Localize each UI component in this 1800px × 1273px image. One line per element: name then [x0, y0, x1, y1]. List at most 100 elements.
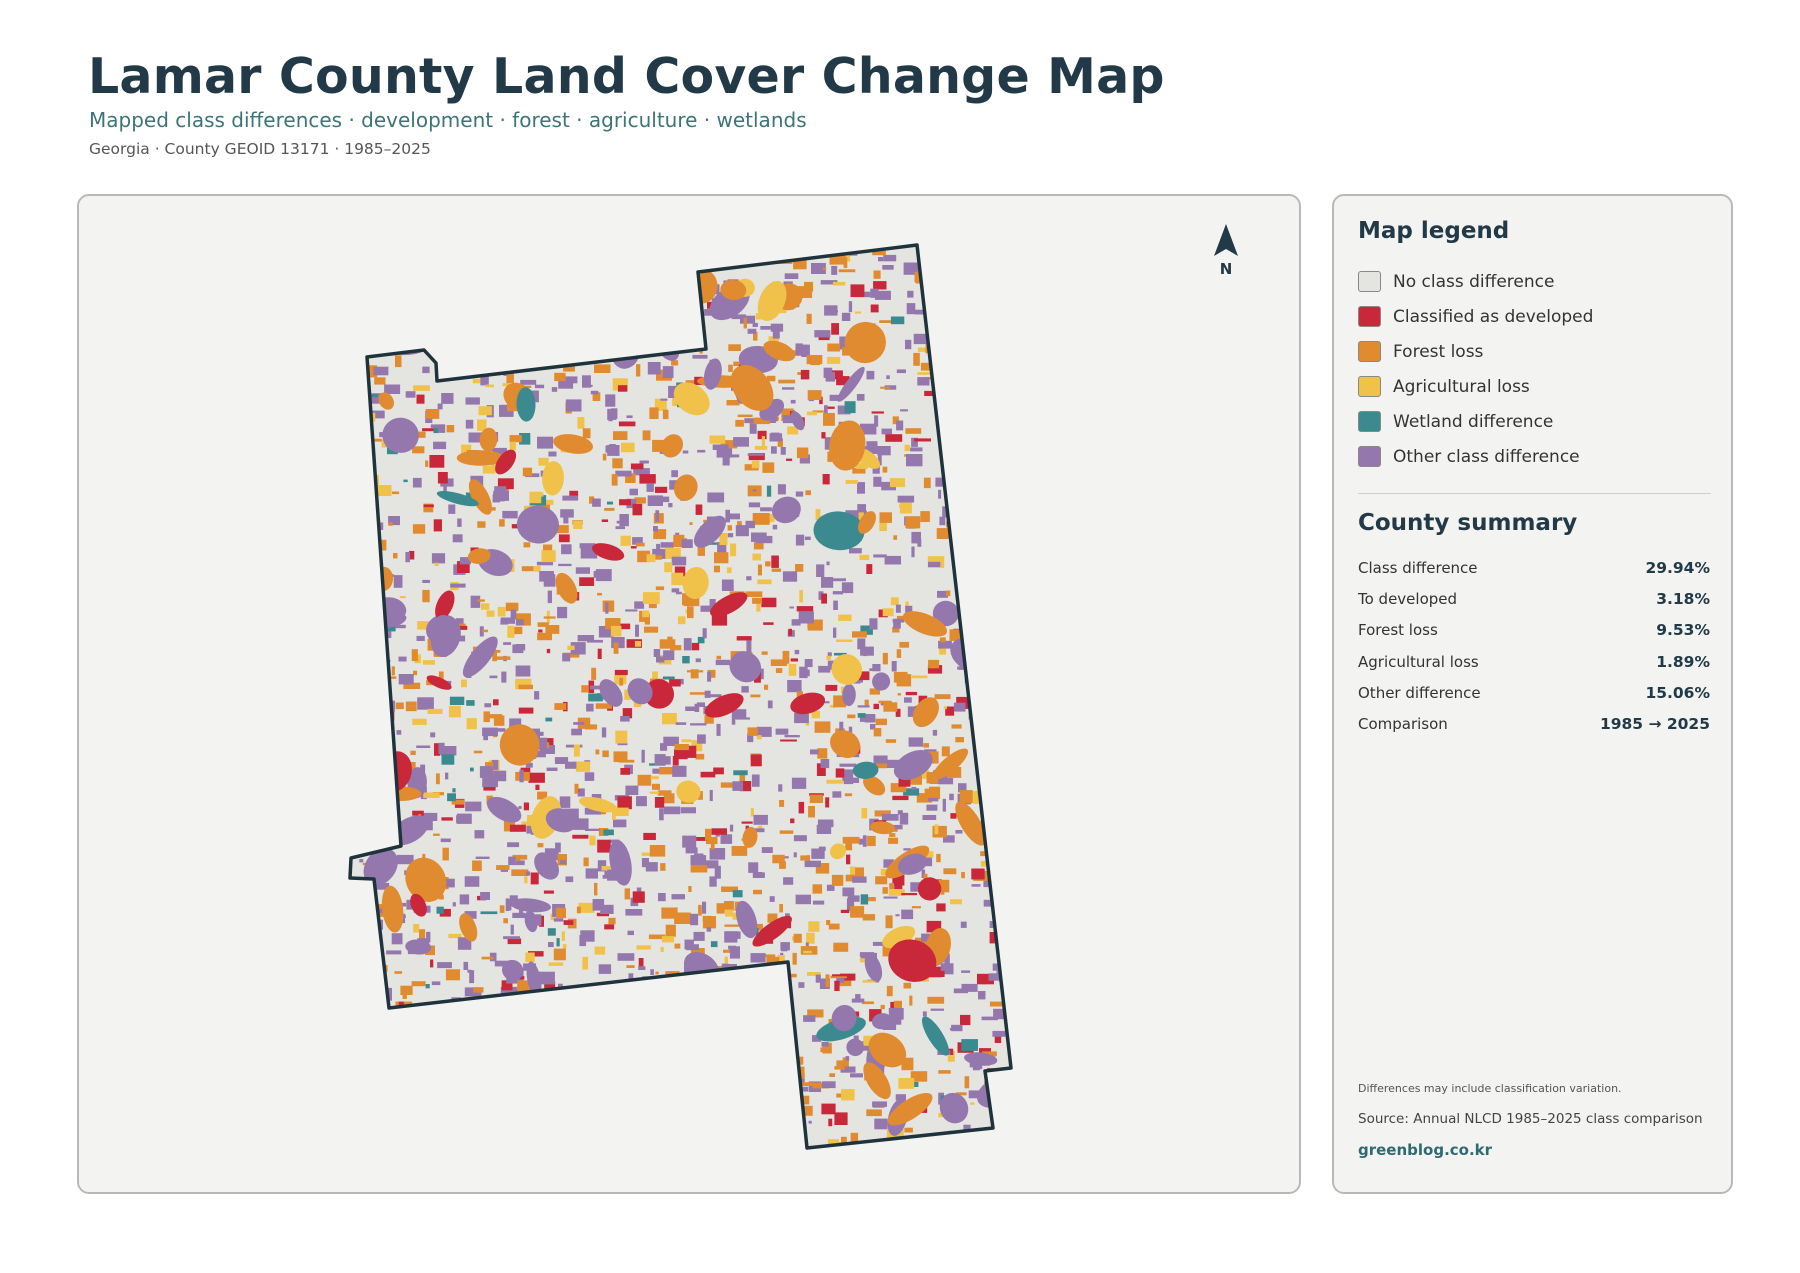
change-patch: [980, 441, 985, 454]
change-patch: [930, 1008, 944, 1011]
change-patch: [462, 1058, 471, 1064]
change-patch: [733, 1147, 742, 1148]
change-patch: [989, 1160, 994, 1170]
change-patch: [1015, 825, 1031, 832]
change-patch: [575, 567, 590, 574]
change-patch-large: [382, 417, 419, 453]
change-patch: [438, 424, 446, 433]
change-patch: [479, 766, 493, 778]
change-patch: [780, 1105, 792, 1117]
change-patch: [441, 754, 455, 765]
change-patch: [707, 671, 712, 682]
change-patch: [845, 1056, 850, 1061]
change-patch: [674, 744, 689, 751]
change-patch: [840, 1066, 856, 1073]
change-patch: [733, 1164, 740, 1170]
legend-item-forest-loss: Forest loss: [1358, 334, 1708, 369]
change-patch: [973, 504, 984, 518]
change-patch: [1004, 517, 1011, 528]
change-patch: [340, 1159, 343, 1170]
map-panel[interactable]: [77, 194, 1301, 1194]
change-patch: [731, 314, 746, 320]
change-patch: [530, 731, 544, 736]
change-patch: [522, 1122, 539, 1133]
change-patch: [523, 542, 531, 548]
change-patch: [1014, 777, 1017, 779]
change-patch: [610, 318, 627, 329]
change-patch: [634, 641, 642, 647]
change-patch: [653, 532, 666, 540]
brand-link[interactable]: greenblog.co.kr: [1358, 1141, 1493, 1159]
change-patch: [757, 430, 767, 440]
change-patch: [1008, 669, 1011, 673]
change-patch: [728, 344, 741, 351]
change-patch: [824, 305, 838, 316]
change-patch: [722, 1043, 740, 1050]
change-patch: [399, 1152, 415, 1160]
change-patch: [784, 979, 789, 993]
change-patch: [618, 759, 635, 763]
change-patch: [778, 1082, 786, 1092]
change-patch: [782, 650, 790, 664]
change-patch: [850, 284, 865, 297]
change-patch: [654, 529, 667, 536]
change-patch-large: [486, 796, 522, 823]
change-patch: [396, 1122, 413, 1126]
change-patch: [678, 288, 695, 300]
change-patch: [413, 385, 430, 391]
change-patch: [1022, 741, 1026, 745]
change-patch: [1006, 737, 1011, 748]
change-patch: [430, 732, 436, 738]
change-patch: [584, 772, 595, 781]
change-patch: [958, 422, 971, 428]
change-patch: [624, 888, 630, 900]
change-patch: [869, 618, 878, 630]
change-patch: [496, 865, 510, 870]
change-patch: [723, 901, 734, 911]
change-patch: [355, 909, 364, 919]
change-patch: [676, 1159, 686, 1166]
change-patch: [440, 1093, 456, 1095]
change-patch: [971, 868, 985, 880]
change-patch: [890, 597, 899, 606]
change-patch: [671, 470, 678, 478]
change-patch: [374, 291, 385, 296]
change-patch: [709, 1101, 717, 1105]
change-patch: [538, 1046, 555, 1049]
change-patch: [858, 838, 866, 845]
change-patch-large: [693, 515, 726, 548]
change-patch: [994, 294, 1007, 301]
change-patch: [503, 642, 512, 645]
change-patch: [730, 1093, 736, 1106]
change-patch: [818, 1158, 824, 1168]
change-patch: [620, 768, 630, 775]
county-map[interactable]: [79, 196, 1301, 1194]
change-patch-large: [542, 461, 564, 496]
change-patch: [721, 886, 738, 892]
change-patch: [811, 848, 825, 859]
change-patch: [500, 620, 509, 625]
change-patch: [419, 281, 432, 285]
change-patch: [815, 863, 830, 874]
change-patch: [840, 909, 850, 913]
change-patch: [938, 778, 954, 785]
change-patch: [369, 251, 386, 259]
change-patch: [929, 786, 941, 800]
change-patch: [341, 847, 347, 858]
change-patch: [433, 427, 439, 434]
change-patch: [557, 606, 568, 619]
change-patch: [529, 491, 542, 504]
change-patch: [1024, 692, 1031, 699]
change-patch: [611, 474, 618, 486]
change-patch: [359, 1160, 370, 1166]
change-patch: [752, 513, 770, 525]
change-patch: [820, 759, 830, 769]
change-patch: [617, 742, 628, 746]
change-patch: [483, 734, 488, 741]
change-patch: [765, 561, 771, 567]
change-patch: [597, 839, 611, 853]
change-patch: [829, 1073, 835, 1077]
change-patch: [968, 316, 982, 324]
change-patch: [716, 446, 733, 458]
change-patch: [772, 330, 780, 339]
